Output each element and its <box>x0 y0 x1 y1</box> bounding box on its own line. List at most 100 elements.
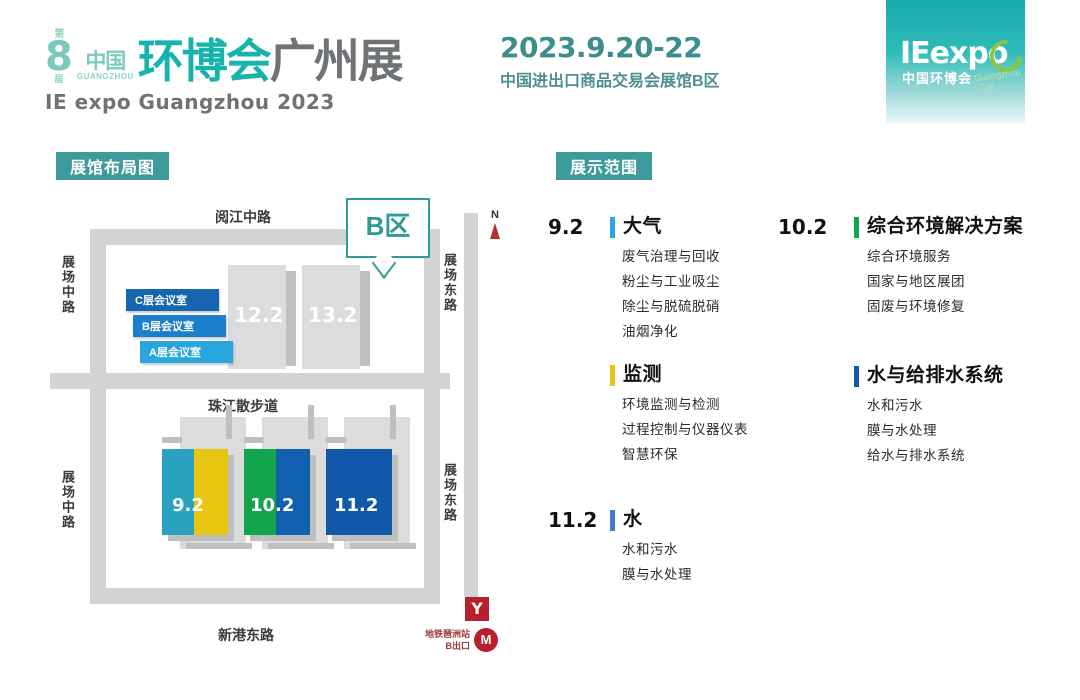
scope-group-header: 10.2 综合环境解决方案 <box>778 214 1058 240</box>
brand-city-cn: 广州 <box>978 83 994 92</box>
city-pinyin-label: GUANGZHOU <box>76 72 134 81</box>
scope-item-list: 水和污水 膜与水处理 <box>622 537 798 587</box>
hall-13-2-base <box>302 327 360 369</box>
hall-12-2-base <box>228 327 286 369</box>
hall-9-2-label: 9.2 <box>172 495 204 516</box>
road-south <box>90 588 440 604</box>
road-east-outer-lower <box>464 389 478 597</box>
street-label-east-lower: 展场东路 <box>442 463 457 523</box>
conference-room-c[interactable]: C层会议室 <box>126 289 219 311</box>
event-venue: 中国进出口商品交易会展馆B区 <box>500 73 720 90</box>
street-label-west-lower: 展场中路 <box>60 470 75 530</box>
scope-group-title: 水与给排水系统 <box>867 365 1004 386</box>
scope-group-water-system: 水与给排水系统 水和污水 膜与水处理 给水与排水系统 <box>778 363 1058 468</box>
scope-group-title: 监测 <box>623 364 663 385</box>
ieexpo-brand-logo: IEexpo 中国环博会 Guangzhou 广州 <box>886 0 1029 123</box>
logo-title-gray: 广州展 <box>269 35 404 87</box>
scope-item: 过程控制与仪器仪表 <box>622 422 748 437</box>
exhibit-scope-panel: 9.2 大气 废气治理与回收 粉尘与工业吸尘 除尘与脱硫脱硝 油烟净化 监测 <box>548 214 1058 634</box>
hall-10-2-link-top <box>308 405 314 439</box>
scope-item: 综合环境服务 <box>867 249 951 264</box>
scope-group-header: 11.2 水 <box>548 507 798 533</box>
header: 第 8 届 中国 GUANGZHOU 环博会 广州展 IE expo Guang… <box>0 0 1080 135</box>
scope-group-9-2: 9.2 大气 废气治理与回收 粉尘与工业吸尘 除尘与脱硫脱硝 油烟净化 <box>548 214 798 344</box>
hall-9-2-link-left <box>162 437 182 443</box>
hall-13-2-top <box>302 265 360 333</box>
scope-column-right: 10.2 综合环境解决方案 综合环境服务 国家与地区展团 固废与环境修复 水与给… <box>778 214 1058 478</box>
scope-group-header: 水与给排水系统 <box>778 363 1058 389</box>
scope-item: 固废与环境修复 <box>867 299 965 314</box>
road-west-upper <box>90 229 106 389</box>
hall-10-2-link-left <box>244 437 264 443</box>
hall-12-2-label: 12.2 <box>234 303 284 327</box>
north-indicator: N <box>490 209 500 239</box>
edition-number: 8 <box>45 34 73 80</box>
brand-chinese: 中国环博会 <box>902 71 973 86</box>
venue-map: 阅江中路 珠江散步道 新港东路 展场中路 展场中路 展场东路 展场东路 12.2… <box>50 185 530 660</box>
metro-logo-icon: M <box>474 628 498 652</box>
scope-group-title: 综合环境解决方案 <box>867 216 1024 237</box>
hall-9-2-link-top <box>226 405 232 439</box>
scope-item: 水和污水 <box>867 398 923 413</box>
edition-suffix: 届 <box>54 74 64 84</box>
street-label-west-upper: 展场中路 <box>60 255 75 315</box>
scope-group-11-2: 11.2 水 水和污水 膜与水处理 <box>548 507 798 587</box>
scope-group-monitoring: 监测 环境监测与检测 过程控制与仪器仪表 智慧环保 <box>548 362 798 467</box>
scope-item: 国家与地区展团 <box>867 274 965 289</box>
zone-b-label: B区 <box>365 211 411 241</box>
hall-11-2-link-top <box>390 405 396 439</box>
scope-column-left: 9.2 大气 废气治理与回收 粉尘与工业吸尘 除尘与脱硫脱硝 油烟净化 监测 <box>548 214 798 597</box>
scope-item: 废气治理与回收 <box>622 249 720 264</box>
brand-latin: IEexpo <box>900 36 1008 71</box>
hall-10-2-block-right[interactable] <box>276 449 310 535</box>
hall-10-2-block-left[interactable] <box>244 449 276 535</box>
road-east-lower <box>424 389 440 604</box>
road-west-lower <box>90 389 106 604</box>
section-badge-map: 展馆布局图 <box>56 152 170 180</box>
logo-title-green: 环博会 <box>137 35 272 87</box>
event-logo-main: 第 8 届 中国 GUANGZHOU 环博会 广州展 <box>45 22 495 87</box>
hall-10-2-label: 10.2 <box>250 495 295 516</box>
scope-item: 给水与排水系统 <box>867 448 965 463</box>
metro-entrance-icon: Y <box>465 597 489 621</box>
hall-9-2-block-left[interactable] <box>162 449 194 535</box>
street-label-middle: 珠江散步道 <box>208 398 278 414</box>
scope-item: 油烟净化 <box>622 324 678 339</box>
road-east-outer-upper <box>464 213 478 391</box>
hall-12-2-top <box>228 265 286 333</box>
scope-item: 膜与水处理 <box>867 423 937 438</box>
hall-11-2-block[interactable] <box>326 449 392 535</box>
scope-item: 水和污水 <box>622 542 678 557</box>
scope-accent-bar <box>610 365 615 386</box>
scope-hall-id: 10.2 <box>778 215 828 239</box>
scope-item-list: 环境监测与检测 过程控制与仪器仪表 智慧环保 <box>622 392 798 467</box>
conference-room-a[interactable]: A层会议室 <box>140 341 233 363</box>
street-label-north: 阅江中路 <box>215 209 271 225</box>
scope-hall-id: 9.2 <box>548 215 584 239</box>
street-label-east-upper: 展场东路 <box>442 253 457 313</box>
scope-group-header: 监测 <box>548 362 798 388</box>
scope-item: 智慧环保 <box>622 447 678 462</box>
scope-group-title: 大气 <box>623 216 663 237</box>
street-label-south: 新港东路 <box>218 627 274 643</box>
scope-item: 粉尘与工业吸尘 <box>622 274 720 289</box>
edition-block: 第 8 届 <box>45 29 73 85</box>
scope-group-header: 9.2 大气 <box>548 214 798 240</box>
edition-prefix: 第 <box>54 29 64 40</box>
scope-group-10-2: 10.2 综合环境解决方案 综合环境服务 国家与地区展团 固废与环境修复 <box>778 214 1058 319</box>
section-badge-scope: 展示范围 <box>556 152 653 180</box>
hall-11-2-link-left <box>326 437 346 443</box>
event-date: 2023.9.20-22 <box>500 31 703 64</box>
scope-item-list: 综合环境服务 国家与地区展团 固废与环境修复 <box>867 244 1058 319</box>
hall-9-2-block-right[interactable] <box>194 449 228 535</box>
hall-13-2-label: 13.2 <box>308 303 358 327</box>
scope-hall-id: 11.2 <box>548 508 598 532</box>
zone-b-callout: B区 <box>346 198 430 280</box>
scope-item-list: 废气治理与回收 粉尘与工业吸尘 除尘与脱硫脱硝 油烟净化 <box>622 244 798 344</box>
road-middle <box>50 373 450 389</box>
scope-item: 除尘与脱硫脱硝 <box>622 299 720 314</box>
hall-11-2-ghost-shadow <box>350 543 416 549</box>
conference-room-b[interactable]: B层会议室 <box>133 315 226 337</box>
event-dateline: 2023.9.20-22 中国进出口商品交易会展馆B区 <box>500 32 830 91</box>
scope-group-title: 水 <box>623 509 643 530</box>
